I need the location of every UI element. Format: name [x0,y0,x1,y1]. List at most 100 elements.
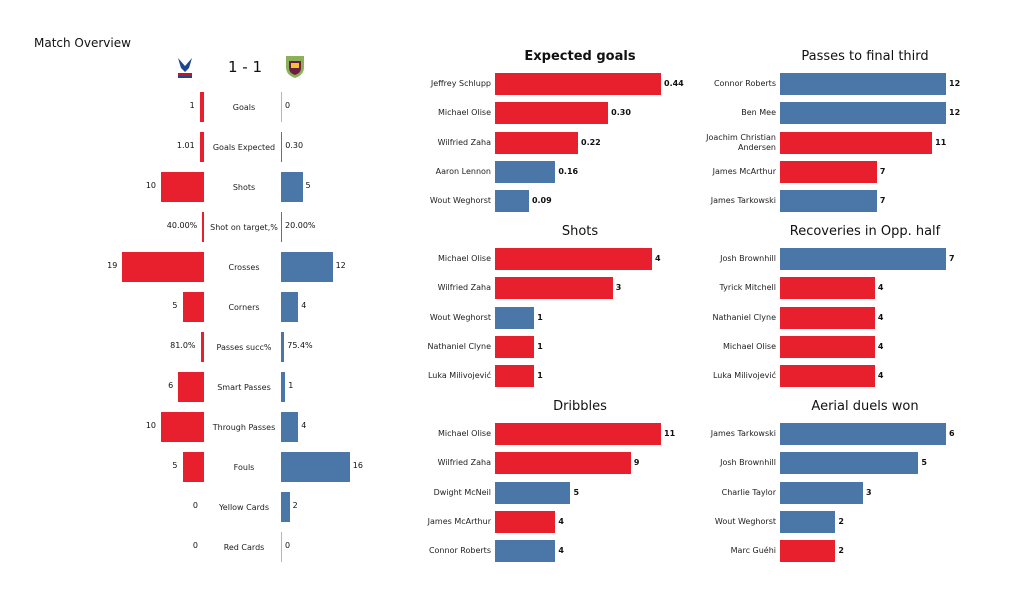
player-bar [780,131,933,154]
home-value: 5 [172,461,178,470]
player-value: 0.09 [531,196,552,206]
player-name: Jeffrey Schlupp [430,79,491,88]
away-value: 12 [335,261,346,270]
category-label: Smart Passes [217,382,271,392]
panel-title: Passes to final third [801,49,929,64]
player-name: Aaron Lennon [435,166,491,176]
player-bar [780,248,946,270]
player-name: Luka Milivojević [427,371,491,381]
home-bar [199,132,204,162]
player-name: Wout Weghorst [714,516,776,526]
away-value: 75.4% [287,341,313,350]
player-value: 2 [838,546,844,556]
player-value: 4 [877,371,884,381]
away-bar [281,252,333,282]
player-value: 5 [573,487,580,497]
home-bar [182,452,204,482]
player-bar [780,73,946,95]
player-value: 4 [877,312,884,322]
player-bar [495,160,556,183]
away-value: 5 [305,181,311,190]
player-value: 0.44 [664,79,684,88]
player-bar [780,160,877,183]
player-bar [780,306,875,329]
away-value: 0.30 [285,141,304,150]
category-label: Corners [228,302,260,312]
shield-crest-icon [285,55,305,79]
home-value: 1.01 [176,141,195,150]
player-bar [780,365,875,388]
player-bar [495,423,661,445]
player-bar [495,481,571,504]
home-value: 40.00% [166,221,198,230]
home-value: 5 [172,301,178,310]
away-bar [281,292,299,322]
away-value: 20.00% [285,221,316,230]
player-bar [495,248,652,270]
category-label: Goals [232,102,256,112]
home-bar [182,292,204,322]
home-bar [200,332,204,362]
home-value: 6 [168,381,174,390]
player-value: 3 [866,487,872,497]
player-value: 0.30 [611,108,631,118]
player-value: 2 [838,516,844,526]
home-value: 0 [192,501,198,510]
away-value: 2 [292,501,298,510]
player-bar [495,452,631,475]
player-name: Josh Brownhill [720,458,776,468]
player-name: James McArthur [427,516,491,526]
player-bar [780,102,946,125]
home-value: 0 [192,541,198,550]
player-name: Wilfried Zaha [437,283,491,293]
home-value: 10 [145,421,156,430]
away-bar [281,92,282,122]
player-name: James Tarkowski [710,429,776,438]
player-value: 9 [633,458,640,468]
player-name: Michael Olise [437,429,491,438]
player-name: Wout Weghorst [429,196,491,206]
category-label: Red Cards [223,542,265,552]
player-bar [780,423,946,445]
category-label: Crosses [228,262,260,272]
player-value: 4 [558,546,564,556]
player-name: Dwight McNeil [433,487,491,497]
player-name: Ben Mee [741,108,776,118]
player-name: Wout Weghorst [429,312,491,322]
player-bar [495,510,556,533]
away-value: 4 [301,421,307,430]
player-value: 1 [537,341,543,351]
player-bar [495,190,529,213]
player-value: 7 [949,254,955,263]
player-value: 11 [935,137,947,147]
away-bar [281,372,286,402]
away-bar [281,332,285,362]
category-label: Shot on target,% [210,222,278,232]
player-value: 0.22 [581,137,601,147]
player-value: 7 [879,196,886,206]
player-bar [780,277,875,300]
player-value: 7 [879,166,886,176]
away-bar [281,412,299,442]
home-value: 19 [107,261,118,270]
player-value: 4 [877,283,884,293]
category-label: Shots [232,182,256,192]
player-name: Michael Olise [437,254,491,263]
panel-title: Shots [561,224,599,239]
away-value: 0 [285,541,291,550]
player-bar [495,540,556,563]
player-name: Nathaniel Clyne [712,312,776,322]
home-bar [161,412,204,442]
player-value: 6 [949,429,955,438]
player-name: James McArthur [712,166,776,176]
player-name: James Tarkowski [710,196,776,206]
category-label: Fouls [233,462,255,472]
player-name: Charlie Taylor [721,487,776,497]
category-label: Goals Expected [212,142,276,152]
away-bar [281,452,350,482]
player-value: 5 [921,458,927,468]
away-bar [281,532,282,562]
player-bar [495,73,661,95]
player-name: Josh Brownhill [720,254,776,263]
